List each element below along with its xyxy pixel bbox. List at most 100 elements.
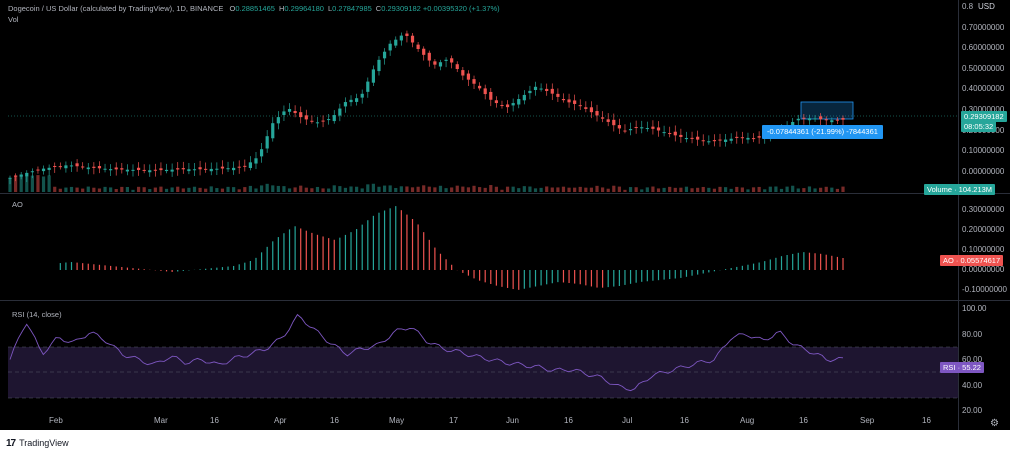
volume-bar bbox=[634, 187, 638, 192]
volume-bar bbox=[751, 187, 756, 192]
candle-body bbox=[679, 134, 683, 137]
price-chart-canvas[interactable] bbox=[0, 0, 1010, 430]
volume-bar bbox=[198, 187, 202, 192]
candle-body bbox=[103, 168, 107, 170]
ao-tick-label: 0.00000000 bbox=[962, 265, 1005, 274]
candle-body bbox=[237, 166, 241, 168]
rsi-line bbox=[9, 313, 844, 392]
volume-bar bbox=[612, 185, 616, 192]
measure-tool-label[interactable]: -0.07844361 (-21.99%) -7844361 bbox=[762, 125, 883, 139]
volume-bar bbox=[58, 188, 62, 192]
volume-bar bbox=[315, 186, 320, 192]
candle-body bbox=[567, 99, 571, 103]
candle-body bbox=[718, 139, 722, 141]
volume-bar bbox=[248, 185, 252, 192]
price-change: +0.00395320 (+1.37%) bbox=[422, 4, 500, 13]
candle-body bbox=[360, 93, 364, 98]
volume-bar bbox=[528, 186, 532, 192]
candle-body bbox=[405, 33, 409, 36]
candle-body bbox=[136, 167, 141, 171]
candle-body bbox=[131, 169, 135, 171]
volume-bar bbox=[578, 186, 582, 192]
currency-label[interactable]: USD bbox=[978, 2, 995, 11]
candle-body bbox=[690, 137, 694, 139]
candle-body bbox=[338, 108, 342, 116]
volume-bar bbox=[360, 188, 364, 192]
volume-bar bbox=[187, 187, 191, 192]
rsi-tick-label: 20.00 bbox=[962, 406, 983, 415]
volume-bar bbox=[148, 189, 152, 192]
candle-body bbox=[556, 93, 560, 97]
volume-bar bbox=[209, 186, 213, 192]
candle-body bbox=[36, 169, 40, 171]
candle-body bbox=[377, 59, 381, 72]
time-tick-label: 16 bbox=[922, 416, 931, 425]
candle-body bbox=[410, 35, 415, 43]
volume-bar bbox=[321, 188, 325, 192]
volume-bar bbox=[768, 186, 772, 192]
volume-bar bbox=[41, 176, 46, 192]
candle-body bbox=[181, 168, 185, 170]
candle-body bbox=[399, 35, 403, 41]
candle-body bbox=[645, 128, 649, 130]
time-tick-label: May bbox=[389, 416, 405, 425]
candle-body bbox=[25, 172, 29, 177]
candle-body bbox=[271, 123, 275, 139]
rsi-indicator-label[interactable]: RSI (14, close) bbox=[12, 310, 62, 319]
chart-area[interactable]: Dogecoin / US Dollar (calculated by Trad… bbox=[0, 0, 1010, 430]
footer-brand[interactable]: 17 TradingView bbox=[6, 436, 69, 450]
gear-icon[interactable]: ⚙ bbox=[990, 418, 999, 429]
volume-bar bbox=[835, 188, 840, 192]
candle-body bbox=[539, 88, 543, 90]
volume-bar bbox=[701, 186, 705, 192]
ao-value-badge: AO · 0.05574617 bbox=[940, 255, 1004, 266]
volume-bar bbox=[276, 185, 280, 192]
candle-body bbox=[176, 168, 180, 170]
candle-body bbox=[64, 165, 68, 169]
pane-separator[interactable] bbox=[0, 300, 1010, 301]
candle-body bbox=[282, 111, 286, 115]
candle-body bbox=[589, 107, 594, 113]
ohlc-h: H0.29964180 bbox=[278, 4, 324, 13]
candle-body bbox=[366, 81, 370, 92]
volume-bar bbox=[310, 188, 314, 192]
candle-body bbox=[628, 129, 633, 131]
volume-bar bbox=[153, 187, 157, 192]
volume-bar bbox=[176, 186, 180, 192]
volume-bar bbox=[455, 185, 459, 192]
volume-bar bbox=[796, 188, 800, 192]
candle-body bbox=[371, 69, 375, 83]
symbol-legend[interactable]: Dogecoin / US Dollar (calculated by Trad… bbox=[8, 4, 500, 13]
candle-body bbox=[841, 118, 845, 120]
volume-bar bbox=[47, 175, 51, 192]
price-tick-label: 0.8 bbox=[962, 2, 974, 11]
ohlc-values: O0.28851465 H0.29964180 L0.27847985 C0.2930… bbox=[225, 4, 420, 13]
volume-bar bbox=[539, 187, 543, 192]
volume-bar bbox=[338, 186, 342, 192]
candle-body bbox=[545, 88, 549, 91]
volume-bar bbox=[567, 187, 571, 192]
ao-indicator-label[interactable]: AO bbox=[12, 200, 23, 209]
candle-body bbox=[584, 107, 588, 109]
candle-body bbox=[729, 138, 733, 141]
ohlc-o: O0.28851465 bbox=[229, 4, 275, 13]
candle-body bbox=[47, 167, 51, 170]
volume-legend[interactable]: Vol bbox=[8, 15, 19, 24]
candle-body bbox=[757, 136, 761, 138]
rsi-value-badge: RSI · 55.22 bbox=[940, 362, 984, 373]
volume-bar bbox=[511, 186, 515, 192]
volume-bar bbox=[394, 187, 398, 192]
time-tick-label: Feb bbox=[49, 416, 63, 425]
volume-bar bbox=[819, 187, 823, 192]
candle-body bbox=[623, 130, 627, 132]
volume-bar bbox=[259, 185, 264, 192]
tradingview-logo-icon: 17 bbox=[6, 437, 16, 449]
volume-bar bbox=[472, 185, 476, 192]
countdown-badge: 08:05:32 bbox=[961, 121, 997, 132]
volume-bar bbox=[656, 188, 661, 192]
volume-bar bbox=[824, 186, 828, 192]
volume-bar bbox=[427, 186, 431, 192]
brand-name: TradingView bbox=[19, 438, 69, 448]
pane-separator[interactable] bbox=[0, 193, 1010, 194]
candle-body bbox=[343, 102, 348, 107]
